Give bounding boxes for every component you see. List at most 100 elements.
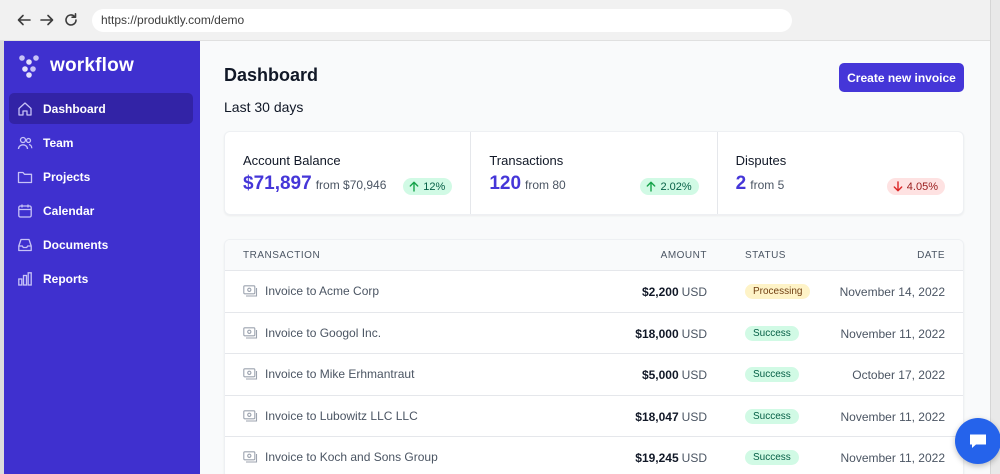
transaction-date: November 14, 2022 — [839, 285, 945, 299]
arrow-up-icon — [647, 181, 656, 192]
sidebar-menu: Dashboard Team Projects Calendar Documen… — [9, 93, 193, 297]
arrow-up-icon — [409, 181, 419, 192]
create-invoice-button[interactable]: Create new invoice — [839, 63, 964, 92]
forward-arrow-icon[interactable] — [38, 11, 56, 29]
stat-label: Transactions — [489, 153, 564, 168]
status-badge: Success — [745, 408, 799, 424]
amount-currency: USD — [681, 285, 707, 299]
sidebar-item-label: Documents — [43, 237, 109, 252]
amount-value: $19,245 — [635, 451, 679, 465]
amount-value: $5,000 — [641, 368, 679, 382]
stat-transactions: Transactions 120 from 80 2.02% — [471, 132, 718, 214]
chart-bar-icon — [18, 271, 32, 286]
amount-currency: USD — [681, 368, 707, 382]
reload-icon[interactable] — [62, 11, 80, 29]
transaction-amount: $2,200 USD — [642, 285, 707, 299]
table-row[interactable]: Invoice to Googol Inc. $18,000 USD Success N… — [225, 313, 963, 354]
sidebar-item-label: Reports — [43, 271, 89, 286]
status-badge: Success — [745, 367, 799, 382]
column-header-amount: AMOUNT — [660, 250, 707, 261]
chat-bubble-icon — [970, 434, 986, 448]
table-header: TRANSACTION AMOUNT STATUS DATE — [225, 240, 963, 271]
amount-value: $2,200 — [641, 285, 679, 299]
main-content: Dashboard Last 30 days Create new invoic… — [200, 41, 990, 474]
amount-currency: USD — [681, 451, 707, 465]
sidebar-item-label: Calendar — [43, 203, 95, 218]
transaction-name[interactable]: Invoice to Acme Corp — [243, 284, 379, 298]
change-badge: 4.05% — [886, 178, 945, 195]
stat-from: from 5 — [750, 178, 785, 192]
change-badge: 2.02% — [640, 178, 699, 195]
sidebar-item-calendar[interactable]: Calendar — [9, 195, 193, 226]
stat-from: from $70,946 — [315, 178, 387, 192]
table-row[interactable]: Invoice to Koch and Sons Group $19,245 USD… — [225, 437, 963, 474]
amount-currency: USD — [681, 409, 707, 424]
transaction-date: November 11, 2022 — [840, 326, 945, 341]
page-title: Dashboard — [224, 65, 319, 85]
workflow-logo-icon — [19, 55, 39, 78]
sidebar-item-reports[interactable]: Reports — [9, 263, 193, 294]
stat-value: $71,897 from $70,946 — [243, 173, 386, 195]
sidebar-item-team[interactable]: Team — [9, 127, 193, 158]
transaction-amount: $5,000 USD — [642, 368, 707, 382]
amount-currency: USD — [681, 326, 707, 341]
status-badge: Success — [745, 450, 799, 465]
change-value: 4.05% — [906, 180, 938, 193]
sidebar-item-label: Dashboard — [43, 101, 106, 116]
table-row[interactable]: Invoice to Acme Corp $2,200 USD Processing N… — [225, 271, 963, 313]
sidebar-item-documents[interactable]: Documents — [9, 229, 193, 260]
stat-account-balance: Account Balance $71,897 from $70,946 12% — [225, 132, 472, 214]
stat-value-number: 120 — [489, 173, 522, 194]
table-body: Invoice to Acme Corp $2,200 USD Processing N… — [225, 271, 963, 474]
transactions-table: TRANSACTION AMOUNT STATUS DATE Invoice t… — [224, 239, 964, 474]
table-row[interactable]: Invoice to Lubowitz LLC LLC $18,047 USD Suc… — [225, 396, 963, 437]
scrollbar[interactable] — [990, 0, 1000, 474]
cash-icon — [243, 326, 258, 339]
cash-icon — [243, 451, 258, 463]
column-header-status: STATUS — [745, 250, 786, 261]
cash-icon — [243, 409, 258, 422]
stat-label: Account Balance — [243, 153, 341, 168]
sidebar: workflow Dashboard Team Projects Calenda… — [4, 41, 200, 474]
transaction-name[interactable]: Invoice to Googol Inc. — [243, 326, 381, 340]
chat-button[interactable] — [955, 418, 1000, 464]
logo-text: workflow — [50, 55, 134, 76]
address-bar[interactable]: https://produktly.com/demo — [92, 9, 792, 32]
transaction-name-text: Invoice to Lubowitz LLC LLC — [265, 408, 418, 423]
change-value: 2.02% — [660, 180, 692, 193]
change-badge: 12% — [403, 178, 453, 195]
sidebar-item-dashboard[interactable]: Dashboard — [9, 93, 193, 124]
amount-value: $18,047 — [635, 409, 679, 424]
transaction-name[interactable]: Invoice to Mike Erhmantraut — [243, 367, 414, 381]
period-label: Last 30 days — [224, 99, 304, 115]
transaction-name[interactable]: Invoice to Koch and Sons Group — [243, 450, 438, 464]
transaction-name-text: Invoice to Koch and Sons Group — [265, 450, 438, 464]
transaction-amount: $18,047 USD — [635, 410, 707, 424]
stat-disputes: Disputes 2 from 5 4.05% — [718, 132, 963, 214]
stat-value-number: 2 — [735, 173, 747, 194]
calendar-icon — [18, 204, 32, 218]
stat-value: 120 from 80 — [489, 173, 565, 195]
stat-value-number: $71,897 — [243, 173, 312, 194]
stat-value: 2 from 5 — [736, 173, 785, 195]
back-arrow-icon[interactable] — [15, 11, 33, 29]
table-row[interactable]: Invoice to Mike Erhmantraut $5,000 USD Succ… — [225, 354, 963, 396]
status-badge: Success — [745, 325, 799, 341]
transaction-amount: $19,245 USD — [635, 451, 707, 465]
home-icon — [18, 101, 32, 116]
cash-icon — [243, 285, 258, 297]
column-header-date: DATE — [917, 250, 945, 261]
sidebar-item-label: Projects — [43, 169, 91, 184]
browser-toolbar: https://produktly.com/demo — [0, 0, 1000, 41]
inbox-icon — [18, 238, 32, 251]
stat-label: Disputes — [735, 153, 787, 168]
arrow-down-icon — [893, 181, 903, 192]
sidebar-item-label: Team — [43, 135, 74, 150]
amount-value: $18,000 — [635, 326, 679, 341]
transaction-name[interactable]: Invoice to Lubowitz LLC LLC — [243, 409, 418, 423]
status-badge: Processing — [745, 284, 811, 299]
transaction-name-text: Invoice to Googol Inc. — [265, 325, 382, 340]
sidebar-item-projects[interactable]: Projects — [9, 161, 193, 192]
cash-icon — [243, 368, 258, 380]
change-value: 12% — [423, 180, 446, 193]
